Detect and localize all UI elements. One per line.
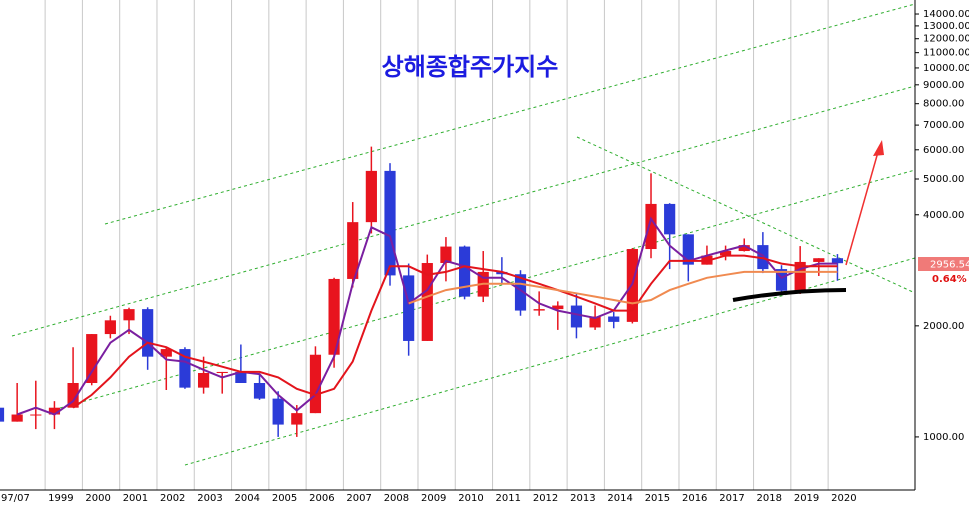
x-tick-label: 1999 xyxy=(48,493,73,504)
y-tick-label: 9000.00 xyxy=(923,80,964,91)
x-tick-label: 2007 xyxy=(346,493,371,504)
candle-body xyxy=(514,274,527,311)
y-tick-label: 10000.00 xyxy=(923,63,969,74)
candle-body xyxy=(253,382,266,399)
candle-body xyxy=(570,305,583,328)
candle-body xyxy=(11,414,23,422)
candle-body xyxy=(552,305,564,310)
candle-body xyxy=(458,246,471,297)
x-tick-label: 2006 xyxy=(309,493,334,504)
x-tick-label: 2015 xyxy=(645,493,670,504)
candle-body xyxy=(738,245,750,252)
candle-body xyxy=(235,371,247,383)
y-tick-label: 7000.00 xyxy=(923,120,964,131)
y-tick-label: 8000.00 xyxy=(923,99,964,110)
support-line xyxy=(732,288,847,302)
y-tick-label: 5000.00 xyxy=(923,174,964,185)
plot xyxy=(0,146,844,437)
candle-body xyxy=(813,258,825,262)
y-tick-label: 4000.00 xyxy=(923,210,964,221)
x-tick-label: 2011 xyxy=(496,493,521,504)
chart-title: 상해종합주가지수 xyxy=(382,53,559,81)
candle-body xyxy=(347,222,359,279)
x-tick-label: 2003 xyxy=(197,493,222,504)
candle-body xyxy=(291,413,303,425)
moving-average xyxy=(16,216,838,416)
x-tick-label: 2017 xyxy=(719,493,744,504)
x-tick-label: 2005 xyxy=(272,493,297,504)
candle-body xyxy=(533,309,545,311)
candle-body xyxy=(328,278,340,355)
candle-body xyxy=(48,407,61,415)
arrow xyxy=(845,151,879,266)
y-tick-label: 1000.00 xyxy=(923,432,964,443)
y-tick-label: 14000.00 xyxy=(923,9,969,20)
moving-average xyxy=(72,254,838,409)
x-tick-label: 2009 xyxy=(421,493,446,504)
channel-line xyxy=(104,3,916,225)
candle-body xyxy=(608,316,620,322)
candle-body xyxy=(104,320,116,335)
channel-line xyxy=(576,136,916,294)
arrow-head xyxy=(873,140,884,156)
candle-body xyxy=(123,309,135,321)
x-tick-label: 2016 xyxy=(682,493,707,504)
candle-body xyxy=(384,170,396,276)
x-tick-label: 2001 xyxy=(123,493,148,504)
candle-body xyxy=(272,398,284,425)
candle-body xyxy=(309,354,322,414)
channel-line xyxy=(59,169,916,409)
y-tick-label: 12000.00 xyxy=(923,34,969,45)
y-tick-label: 2000.00 xyxy=(923,321,964,332)
candle-body xyxy=(30,414,42,416)
x-tick-label: 2008 xyxy=(384,493,409,504)
grid xyxy=(44,0,829,490)
y-tick-label: 11000.00 xyxy=(923,48,969,59)
candle-body xyxy=(142,309,154,357)
candle-body xyxy=(365,170,377,223)
candle-body xyxy=(160,349,172,357)
candle-body xyxy=(421,263,433,341)
candle-body xyxy=(216,371,228,374)
candle-body xyxy=(664,203,676,235)
change-label: 0.64% xyxy=(932,274,967,285)
candle-body xyxy=(179,349,191,388)
x-tick-label: 97/07 xyxy=(1,493,30,504)
x-tick-label: 2014 xyxy=(607,493,632,504)
candle-body xyxy=(775,269,788,291)
candle-body xyxy=(86,334,98,383)
candle-body xyxy=(496,271,508,275)
x-tick-label: 2002 xyxy=(160,493,185,504)
channel-line xyxy=(11,85,916,337)
x-tick-label: 2020 xyxy=(831,493,856,504)
x-tick-label: 2019 xyxy=(794,493,819,504)
moving-average xyxy=(408,270,838,305)
x-tick-label: 2004 xyxy=(235,493,260,504)
candle-body xyxy=(589,316,601,328)
candle-body xyxy=(403,275,415,341)
candle-body xyxy=(719,251,732,256)
y-tick-label: 6000.00 xyxy=(923,145,964,156)
candle-body xyxy=(645,203,657,250)
x-tick-label: 2012 xyxy=(533,493,558,504)
candle-body xyxy=(67,382,79,408)
candle-body xyxy=(197,373,210,388)
candle-body xyxy=(440,246,452,264)
candle-body xyxy=(831,258,844,264)
x-tick-label: 2013 xyxy=(570,493,595,504)
candle-body xyxy=(682,234,694,265)
x-tick-label: 2018 xyxy=(757,493,782,504)
candle-body xyxy=(0,407,5,422)
y-tick-label: 13000.00 xyxy=(923,21,969,32)
last-price: 2956.54 xyxy=(930,260,969,271)
price-box xyxy=(918,257,969,271)
x-tick-label: 2000 xyxy=(85,493,110,504)
x-tick-label: 2010 xyxy=(458,493,483,504)
candle-body xyxy=(794,261,806,291)
